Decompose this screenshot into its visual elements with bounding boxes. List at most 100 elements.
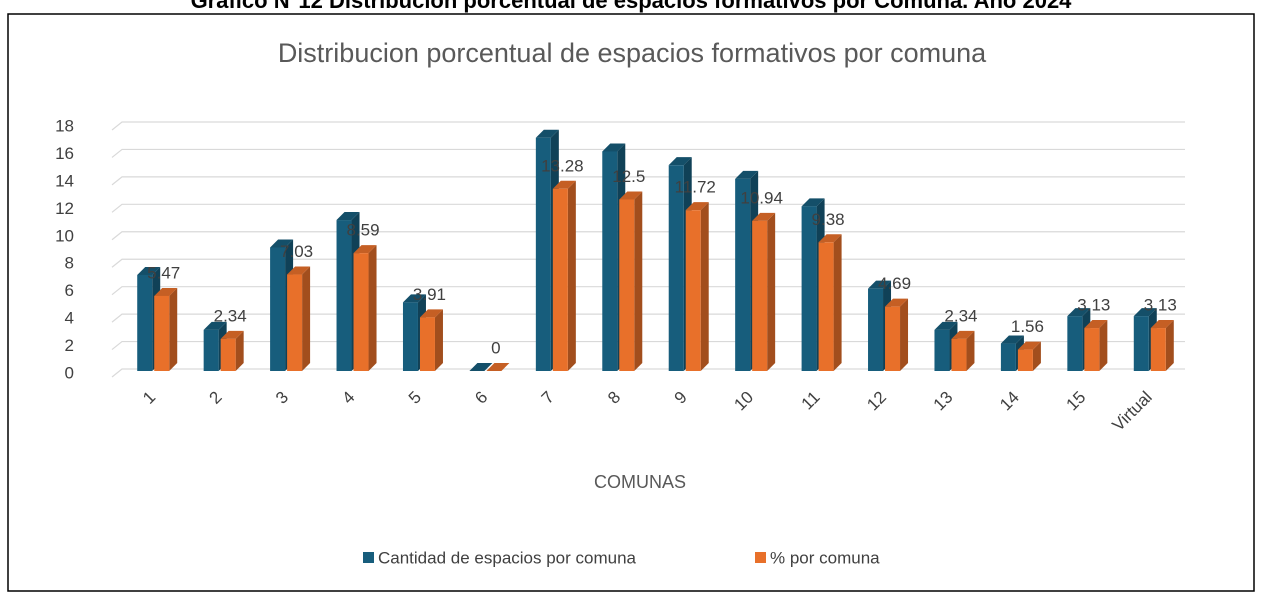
- bar: [951, 338, 967, 371]
- bar-top: [668, 157, 692, 166]
- y-tick-label: 8: [65, 254, 74, 273]
- bar-top: [419, 309, 443, 318]
- bar: [535, 137, 551, 371]
- bar: [868, 288, 884, 371]
- bar-top: [951, 330, 975, 339]
- legend-swatch: [363, 552, 374, 563]
- bar: [353, 253, 369, 371]
- bar: [934, 329, 950, 371]
- data-label: 13.28: [541, 156, 584, 175]
- bar-side: [434, 309, 443, 371]
- bar: [885, 306, 901, 371]
- bar-top: [1133, 308, 1157, 317]
- data-label: 0: [491, 338, 500, 357]
- data-label: 1.56: [1011, 317, 1044, 336]
- bar: [154, 295, 170, 371]
- bar-top: [885, 298, 909, 307]
- caption: Gráfico N°12 Distribución porcentual de …: [191, 0, 1073, 13]
- bar-side: [1165, 320, 1174, 371]
- bar-top: [619, 191, 643, 200]
- chart-title: Distribucion porcentual de espacios form…: [278, 38, 987, 68]
- bar: [402, 302, 418, 371]
- bar: [1067, 316, 1083, 371]
- y-tick-label: 12: [55, 199, 74, 218]
- data-label: 4.69: [878, 274, 911, 293]
- bar-top: [1150, 320, 1174, 329]
- bar: [752, 220, 768, 371]
- bar-top: [1017, 341, 1041, 350]
- y-tick-label: 6: [65, 281, 74, 300]
- grid-line: [111, 148, 1185, 158]
- bar-side: [1099, 320, 1108, 371]
- bar: [619, 199, 635, 371]
- bar-top: [336, 212, 360, 221]
- y-tick-label: 10: [55, 226, 74, 245]
- data-label: 10.94: [740, 188, 783, 207]
- data-label: 3.13: [1077, 296, 1110, 315]
- bar-top: [685, 202, 709, 211]
- bar: [685, 210, 701, 371]
- bar-top: [801, 198, 825, 207]
- bar: [602, 151, 618, 371]
- bar-top: [535, 129, 559, 138]
- bar-top: [552, 180, 576, 189]
- data-label: 3.91: [413, 285, 446, 304]
- y-tick-label: 2: [65, 336, 74, 355]
- y-tick-label: 18: [55, 116, 74, 135]
- bar-top: [818, 234, 842, 243]
- data-label: 2.34: [944, 306, 977, 325]
- bar-top: [469, 363, 493, 371]
- bar: [137, 274, 153, 371]
- y-tick-label: 14: [55, 171, 74, 190]
- bar-top: [137, 266, 161, 275]
- bar: [336, 220, 352, 371]
- data-label: 3.13: [1144, 296, 1177, 315]
- grid-line: [111, 231, 1185, 241]
- bar-side: [1032, 341, 1041, 371]
- data-label: 9.38: [812, 210, 845, 229]
- bar-top: [934, 321, 958, 330]
- y-tick-label: 4: [65, 309, 74, 328]
- bar-top: [353, 245, 377, 254]
- bar-side: [368, 245, 377, 371]
- x-axis-title: COMUNAS: [594, 472, 686, 492]
- bar: [735, 178, 751, 371]
- bar-top: [154, 287, 178, 296]
- bar-side: [900, 298, 909, 371]
- bar-side: [567, 180, 576, 371]
- bar-top: [270, 239, 294, 248]
- bar: [203, 329, 219, 371]
- legend-label: % por comuna: [770, 548, 880, 567]
- bar-side: [235, 330, 244, 371]
- bar-side: [966, 330, 975, 371]
- bar: [1000, 343, 1016, 371]
- bar-top: [1067, 308, 1091, 317]
- bar-side: [302, 266, 311, 371]
- bar-top: [203, 321, 227, 330]
- bar-top: [486, 363, 510, 371]
- legend-label: Cantidad de espacios por comuna: [378, 548, 637, 567]
- bar: [270, 247, 286, 371]
- bar: [801, 206, 817, 371]
- bar: [668, 165, 684, 371]
- grid-line: [111, 203, 1185, 213]
- grid-line: [111, 176, 1185, 186]
- legend-swatch: [755, 552, 766, 563]
- bar-top: [752, 212, 776, 221]
- data-label: 8.59: [346, 221, 379, 240]
- bar-top: [287, 266, 311, 275]
- data-label: 2.34: [214, 306, 247, 325]
- bar-side: [833, 234, 842, 371]
- bar: [1150, 328, 1166, 371]
- bar-side: [634, 191, 643, 371]
- bar: [287, 274, 303, 371]
- bar: [220, 338, 236, 371]
- data-label: 12.5: [612, 167, 645, 186]
- grid-line: [111, 121, 1185, 131]
- bar: [1084, 328, 1100, 371]
- bar: [552, 188, 568, 371]
- bar-top: [220, 330, 244, 339]
- bar-top: [1084, 320, 1108, 329]
- data-label: 11.72: [675, 178, 716, 197]
